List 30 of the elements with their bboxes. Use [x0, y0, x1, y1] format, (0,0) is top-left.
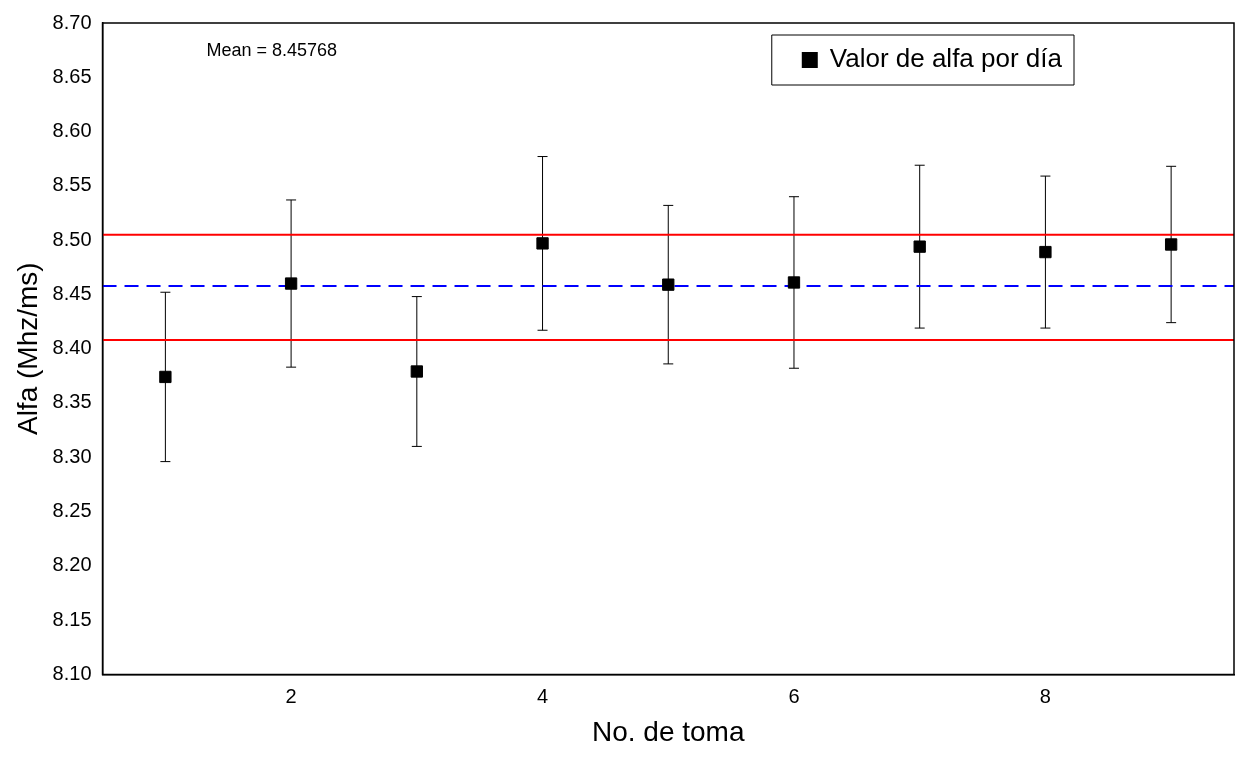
- y-tick-label: 8.70: [52, 10, 92, 33]
- y-tick-label: 8.15: [52, 607, 92, 630]
- y-tick-label: 8.65: [52, 64, 92, 87]
- point: [284, 277, 298, 290]
- point: [1164, 238, 1178, 251]
- point: [536, 237, 549, 250]
- y-tick-label: 8.30: [52, 444, 92, 467]
- x-tick-label: 6: [788, 684, 800, 707]
- point: [1039, 245, 1052, 259]
- x-tick-label: 4: [536, 684, 549, 707]
- y-tick-label: 8.20: [52, 553, 92, 576]
- y-tick-label: 8.10: [52, 661, 92, 684]
- y-axis-title: Alfa (Mhz/ms): [11, 262, 43, 436]
- y-tick-label: 8.45: [52, 281, 92, 304]
- y-tick-label: 8.60: [52, 119, 92, 142]
- point: [159, 370, 172, 384]
- x-axis-title: No. de toma: [592, 715, 745, 747]
- y-tick-label: 8.35: [52, 390, 92, 413]
- point: [913, 240, 926, 253]
- point: [662, 278, 675, 291]
- x-tick-label: 2: [285, 684, 297, 707]
- legend-label: Valor de alfa por día: [829, 43, 1063, 74]
- y-tick-label: 8.55: [52, 173, 92, 196]
- y-tick-label: 8.40: [52, 336, 92, 359]
- x-tick-label: 8: [1039, 684, 1051, 707]
- point: [410, 365, 423, 378]
- y-tick-label: 8.25: [52, 499, 92, 522]
- annotation: Mean = 8.45768: [206, 39, 338, 60]
- point: [787, 276, 801, 289]
- y-tick-label: 8.50: [52, 227, 92, 250]
